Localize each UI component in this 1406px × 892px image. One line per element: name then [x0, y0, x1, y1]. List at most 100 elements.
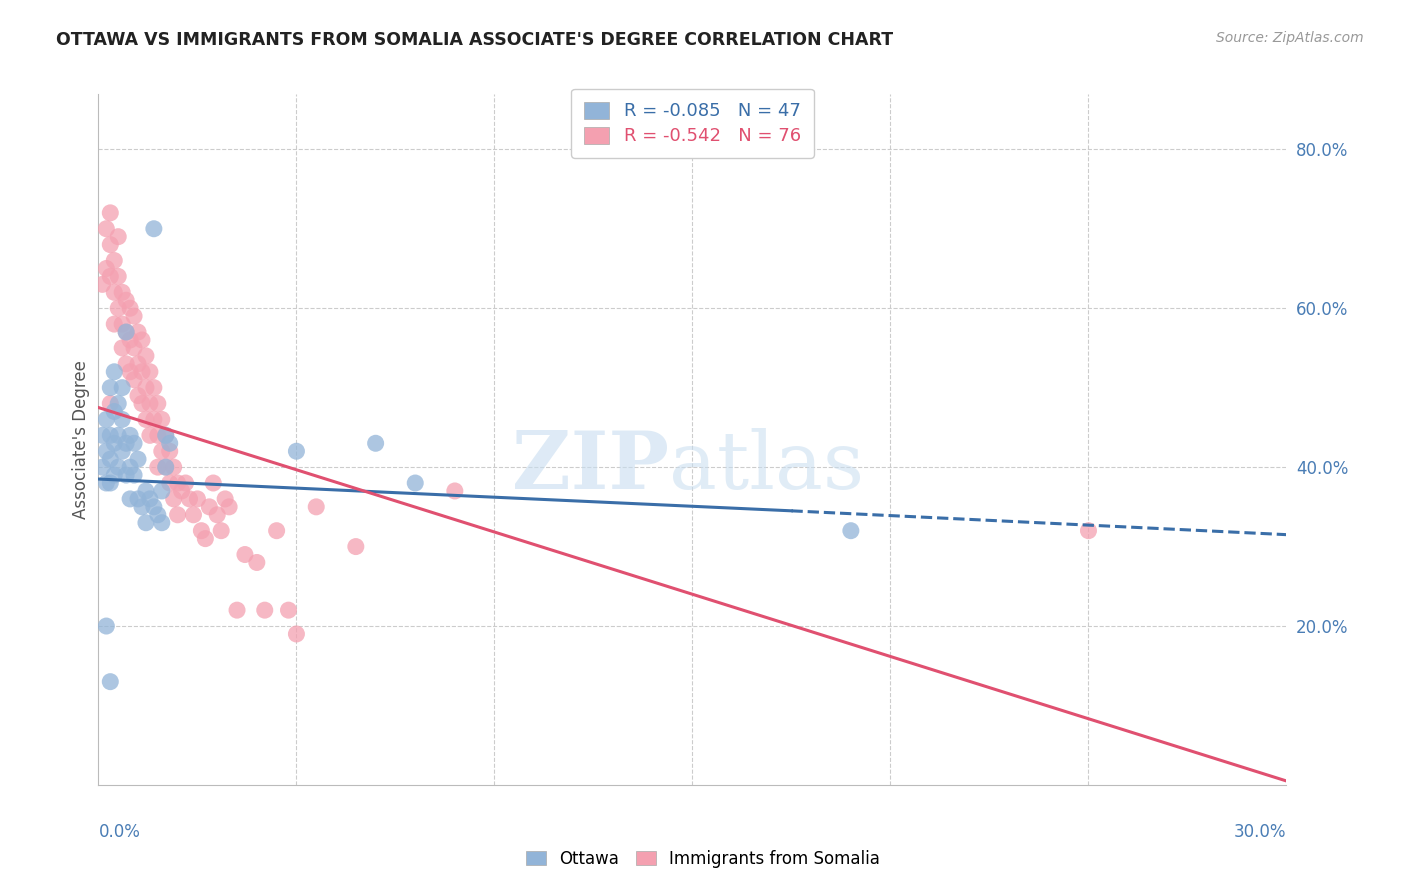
Point — [214, 491, 236, 506]
Point — [155, 460, 177, 475]
Point — [96, 444, 118, 458]
Point — [103, 253, 125, 268]
Point — [115, 325, 138, 339]
Point — [142, 412, 165, 426]
Point — [103, 285, 125, 300]
Point — [344, 540, 367, 554]
Point — [127, 389, 149, 403]
Point — [111, 341, 134, 355]
Point — [91, 428, 114, 442]
Point — [107, 428, 129, 442]
Point — [135, 349, 157, 363]
Point — [98, 237, 121, 252]
Point — [127, 357, 149, 371]
Point — [233, 548, 256, 562]
Point — [194, 532, 217, 546]
Point — [103, 468, 125, 483]
Point — [122, 436, 145, 450]
Point — [209, 524, 232, 538]
Point — [150, 483, 173, 498]
Point — [155, 460, 177, 475]
Point — [98, 396, 121, 410]
Point — [98, 674, 121, 689]
Point — [139, 365, 162, 379]
Point — [107, 396, 129, 410]
Point — [131, 365, 153, 379]
Point — [107, 229, 129, 244]
Point — [107, 460, 129, 475]
Point — [163, 460, 186, 475]
Point — [226, 603, 249, 617]
Point — [107, 269, 129, 284]
Point — [183, 508, 205, 522]
Point — [103, 404, 125, 418]
Point — [107, 301, 129, 316]
Point — [127, 325, 149, 339]
Point — [91, 460, 114, 475]
Point — [253, 603, 276, 617]
Legend: R = -0.085   N = 47, R = -0.542   N = 76: R = -0.085 N = 47, R = -0.542 N = 76 — [571, 89, 814, 158]
Point — [96, 261, 118, 276]
Point — [444, 483, 467, 498]
Point — [127, 491, 149, 506]
Point — [96, 619, 118, 633]
Point — [150, 516, 173, 530]
Point — [122, 468, 145, 483]
Point — [131, 396, 153, 410]
Point — [131, 500, 153, 514]
Point — [159, 475, 181, 490]
Point — [103, 365, 125, 379]
Point — [135, 381, 157, 395]
Point — [115, 293, 138, 308]
Point — [120, 460, 142, 475]
Point — [135, 516, 157, 530]
Point — [202, 475, 225, 490]
Point — [146, 428, 169, 442]
Point — [139, 491, 162, 506]
Point — [98, 206, 121, 220]
Point — [159, 444, 181, 458]
Point — [170, 483, 193, 498]
Point — [1077, 524, 1099, 538]
Point — [115, 436, 138, 450]
Legend: Ottawa, Immigrants from Somalia: Ottawa, Immigrants from Somalia — [519, 844, 887, 875]
Point — [96, 412, 118, 426]
Point — [96, 475, 118, 490]
Point — [285, 627, 308, 641]
Point — [111, 381, 134, 395]
Point — [155, 428, 177, 442]
Text: ZIP: ZIP — [512, 428, 669, 506]
Point — [190, 524, 212, 538]
Point — [839, 524, 862, 538]
Point — [122, 341, 145, 355]
Point — [135, 412, 157, 426]
Point — [127, 452, 149, 467]
Point — [179, 491, 201, 506]
Point — [98, 269, 121, 284]
Point — [135, 483, 157, 498]
Point — [115, 468, 138, 483]
Point — [98, 428, 121, 442]
Point — [246, 556, 269, 570]
Point — [111, 444, 134, 458]
Point — [142, 221, 165, 235]
Point — [218, 500, 240, 514]
Point — [146, 396, 169, 410]
Point — [146, 460, 169, 475]
Point — [120, 333, 142, 347]
Point — [96, 221, 118, 235]
Point — [139, 396, 162, 410]
Point — [142, 500, 165, 514]
Point — [163, 491, 186, 506]
Point — [131, 333, 153, 347]
Point — [111, 285, 134, 300]
Point — [146, 508, 169, 522]
Point — [115, 325, 138, 339]
Text: 0.0%: 0.0% — [98, 823, 141, 841]
Point — [120, 428, 142, 442]
Point — [266, 524, 288, 538]
Point — [142, 381, 165, 395]
Point — [150, 444, 173, 458]
Point — [103, 436, 125, 450]
Point — [120, 301, 142, 316]
